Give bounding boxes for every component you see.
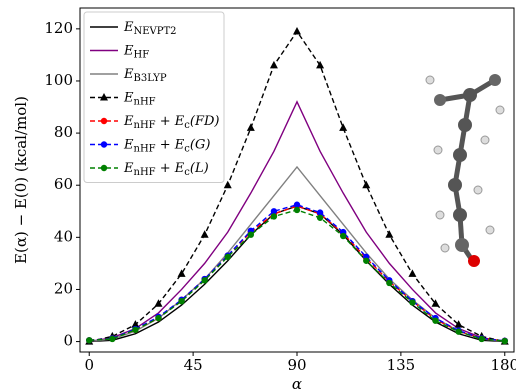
marker [154,299,162,307]
x-tick-label: 90 [287,356,306,374]
y-tick-label: 100 [44,71,73,89]
legend-marker [101,118,107,124]
marker [408,269,416,277]
marker [385,230,393,238]
marker [247,123,255,131]
x-axis-label: α [292,375,302,392]
y-tick-label: 0 [63,332,73,350]
y-axis-label: E(α) − E(0) (kcal/mol) [12,96,30,264]
marker [317,215,323,221]
marker [409,299,415,305]
y-tick-label: 20 [54,279,73,297]
marker [270,61,278,69]
marker [224,181,232,189]
marker [225,254,231,260]
marker [201,277,207,283]
marker [109,336,115,342]
legend-marker [101,165,107,171]
marker [339,123,347,131]
series-line [89,167,505,342]
marker [502,338,508,344]
marker [294,207,300,213]
marker [362,181,370,189]
y-tick-label: 120 [44,19,73,37]
marker [132,327,138,333]
x-tick-label: 180 [490,356,516,374]
series-line [89,205,505,341]
chart: α E(α) − E(0) (kcal/mol) 0 45 90 135 180 0 20 4… [0,0,516,392]
legend-marker [101,141,107,147]
marker [155,315,161,321]
marker [340,233,346,239]
marker [86,337,92,343]
x-tick-label: 135 [387,356,416,374]
marker [386,280,392,286]
marker [455,328,461,334]
molecule-illustration [426,74,504,267]
marker [178,298,184,304]
y-tick-label: 60 [54,175,73,193]
marker [432,318,438,324]
marker [293,27,301,34]
x-tick-label: 45 [184,356,203,374]
marker [478,336,484,342]
y-tick-label: 80 [54,123,73,141]
marker [248,232,254,238]
marker [363,258,369,264]
marker [271,213,277,219]
marker [201,230,209,238]
x-tick-label: 0 [84,356,94,374]
y-tick-label: 40 [54,227,73,245]
